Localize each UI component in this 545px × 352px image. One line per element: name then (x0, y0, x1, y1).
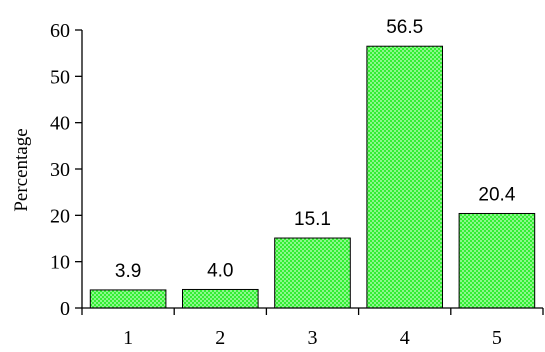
x-tick-label: 1 (123, 327, 133, 349)
y-tick-label: 20 (50, 205, 70, 227)
plot-area: 3.9 4.0 15.1 56.5 20.4 0 10 20 30 40 50 60 1 2 3 4 5 (50, 17, 544, 349)
bar-4 (366, 45, 444, 309)
y-tick-label: 10 (50, 252, 70, 274)
x-tick-label: 5 (492, 327, 502, 349)
y-tick-label: 50 (50, 66, 70, 88)
x-ticks-group: 1 2 3 4 5 (81, 308, 544, 349)
bar-5 (458, 212, 536, 309)
x-tick-label: 3 (308, 327, 318, 349)
bars-group (89, 45, 536, 309)
data-label-4: 56.5 (386, 17, 423, 38)
bar-2 (181, 288, 259, 309)
y-tick-label: 30 (50, 159, 70, 181)
y-ticks-group: 0 10 20 30 40 50 60 (50, 20, 82, 320)
data-label-3: 15.1 (294, 209, 331, 230)
y-tick-label: 0 (60, 298, 70, 320)
y-tick-label: 60 (50, 20, 70, 42)
data-labels-group: 3.9 4.0 15.1 56.5 20.4 (115, 17, 516, 282)
data-label-1: 3.9 (115, 261, 141, 282)
bar-1 (89, 289, 167, 309)
x-tick-label: 4 (400, 327, 410, 349)
x-tick-label: 2 (215, 327, 225, 349)
data-label-2: 4.0 (207, 260, 233, 281)
bar-3 (274, 237, 351, 309)
y-tick-label: 40 (50, 113, 70, 135)
y-axis-title: Percentage (11, 128, 32, 211)
data-label-5: 20.4 (478, 184, 515, 205)
